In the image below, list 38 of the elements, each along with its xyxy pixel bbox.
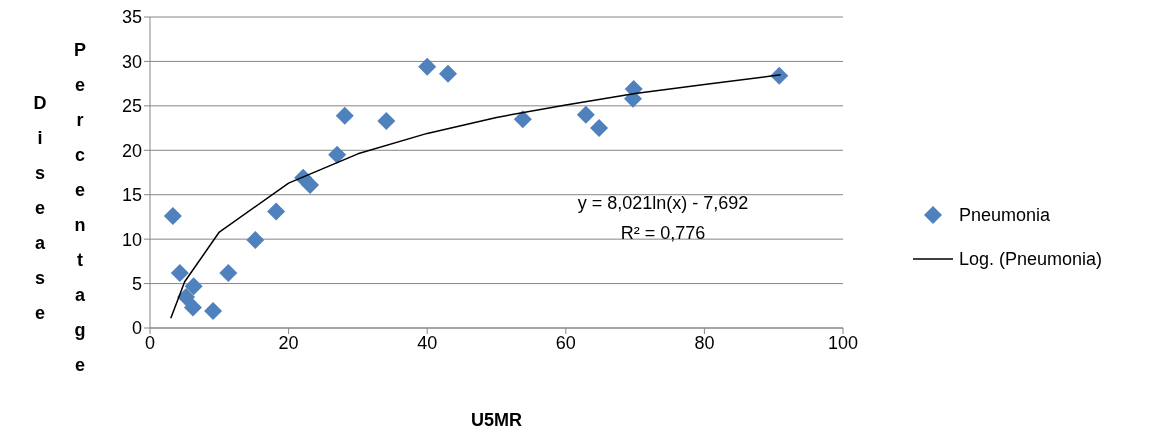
annotation: y = 8,021ln(x) - 7,692 [576, 192, 750, 215]
legend-label: Pneumonia [959, 204, 1051, 226]
y-tick-label: 5 [131, 273, 142, 294]
point [219, 263, 238, 282]
point [177, 287, 196, 306]
x-tick-label: 60 [555, 332, 576, 353]
point [335, 106, 354, 125]
x-axis-title: U5MR [470, 410, 523, 430]
point [590, 119, 609, 138]
y-tick-label: 30 [121, 51, 142, 72]
point [377, 111, 396, 130]
point [163, 207, 182, 226]
y-tick-label: 15 [121, 185, 142, 206]
point [328, 145, 347, 164]
point [184, 277, 203, 296]
point [183, 298, 202, 317]
y-tick-label: 35 [121, 7, 142, 28]
point [438, 64, 457, 83]
point [204, 302, 223, 321]
annotation: R² = 0,776 [619, 222, 707, 245]
point [170, 263, 189, 282]
y-tick-label: 0 [131, 318, 142, 339]
y-tick-label: 20 [121, 140, 142, 161]
x-tick-label: 20 [278, 332, 299, 353]
x-tick-label: 100 [827, 332, 859, 353]
y-tick-label: 25 [121, 96, 142, 117]
x-tick-label: 0 [144, 332, 156, 353]
point [267, 202, 286, 221]
y-axis-title: Disease Percentage [29, 39, 91, 392]
point [246, 231, 265, 250]
x-tick-label: 40 [417, 332, 438, 353]
point [513, 110, 532, 129]
point [576, 105, 595, 124]
legend-label: Log. (Pneumonia) [959, 248, 1103, 270]
y-tick-label: 10 [121, 229, 142, 250]
point [301, 175, 320, 194]
x-tick-label: 80 [694, 332, 715, 353]
point [418, 57, 437, 76]
